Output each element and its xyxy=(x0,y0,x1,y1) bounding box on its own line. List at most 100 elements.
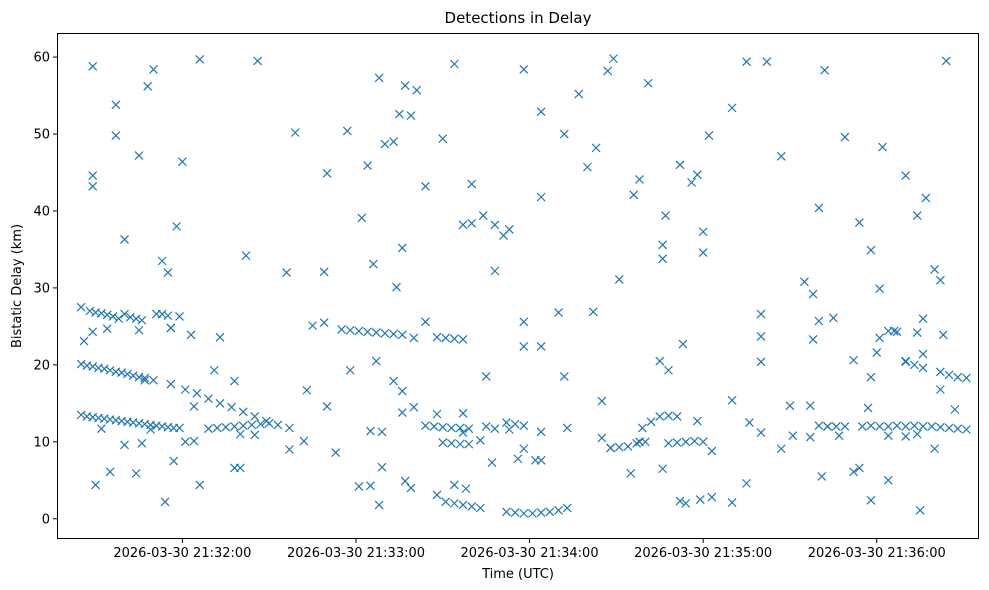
data-point xyxy=(169,456,179,466)
data-point xyxy=(478,211,488,221)
data-point xyxy=(519,317,529,327)
data-point xyxy=(664,438,673,448)
data-point xyxy=(438,438,448,448)
data-point xyxy=(918,314,928,324)
data-point xyxy=(131,468,141,478)
data-point xyxy=(912,211,922,221)
data-point xyxy=(88,181,98,191)
data-point xyxy=(238,407,248,417)
data-point xyxy=(230,376,239,386)
data-point xyxy=(950,405,960,414)
data-point xyxy=(195,480,205,490)
data-point xyxy=(120,440,129,450)
data-point xyxy=(227,402,237,412)
data-point xyxy=(678,339,688,349)
data-point xyxy=(490,220,500,230)
data-point xyxy=(449,498,459,508)
data-point xyxy=(635,175,644,184)
data-point xyxy=(646,417,656,427)
data-point xyxy=(368,259,378,269)
data-point xyxy=(238,421,248,431)
data-point xyxy=(467,179,477,189)
data-point xyxy=(597,396,607,406)
data-point xyxy=(143,81,153,91)
data-point xyxy=(727,498,737,508)
x-tick-label: 2026-03-30 21:34:00 xyxy=(461,546,599,561)
data-point xyxy=(299,436,309,446)
data-point xyxy=(554,308,563,317)
data-point xyxy=(105,365,115,375)
data-point xyxy=(519,64,529,74)
y-tick-label: 10 xyxy=(33,435,50,450)
data-point xyxy=(363,327,372,337)
data-point xyxy=(487,458,497,468)
data-point xyxy=(212,423,222,433)
data-point xyxy=(591,143,601,153)
data-point xyxy=(389,137,399,147)
data-point xyxy=(655,356,665,366)
data-point xyxy=(901,432,911,441)
data-point xyxy=(883,475,893,485)
data-point xyxy=(204,394,213,404)
data-point xyxy=(166,379,176,389)
data-point xyxy=(163,268,173,277)
data-point xyxy=(345,325,355,335)
data-point xyxy=(420,181,430,191)
data-point xyxy=(698,227,708,237)
data-point xyxy=(692,416,702,426)
data-point xyxy=(215,332,225,342)
data-point xyxy=(637,423,647,433)
data-point xyxy=(128,371,138,381)
data-point xyxy=(102,324,112,334)
data-point xyxy=(857,422,867,431)
data-point xyxy=(785,401,795,411)
data-point xyxy=(698,248,708,257)
data-point xyxy=(192,388,202,398)
data-point xyxy=(481,422,491,431)
data-point xyxy=(930,265,940,274)
data-point xyxy=(160,497,170,507)
data-point xyxy=(918,422,928,431)
data-point xyxy=(175,311,184,321)
data-point xyxy=(490,424,500,434)
data-point xyxy=(687,178,697,187)
data-point xyxy=(504,225,514,234)
y-axis-label: Bistatic Delay (km) xyxy=(10,224,25,348)
data-point xyxy=(140,375,150,385)
data-point xyxy=(394,109,404,119)
data-point xyxy=(96,308,106,318)
data-point xyxy=(921,193,931,203)
data-point xyxy=(420,317,430,327)
data-point xyxy=(909,421,919,431)
data-point xyxy=(788,431,798,441)
x-axis-label: Time (UTC) xyxy=(481,567,554,582)
data-point xyxy=(519,341,529,351)
data-point xyxy=(635,437,644,447)
data-point xyxy=(406,111,416,120)
data-point xyxy=(597,433,607,443)
data-point xyxy=(458,335,468,344)
data-point xyxy=(528,508,537,518)
data-point xyxy=(805,401,815,411)
data-point xyxy=(776,444,786,454)
data-point xyxy=(875,284,885,294)
data-point xyxy=(79,336,89,346)
data-point xyxy=(554,505,563,515)
data-point xyxy=(108,311,118,321)
data-point xyxy=(614,275,624,284)
data-point xyxy=(510,508,520,518)
data-point xyxy=(675,496,685,506)
data-point xyxy=(374,500,384,510)
data-point xyxy=(536,455,546,465)
data-point xyxy=(464,424,474,434)
data-point xyxy=(302,385,312,395)
data-point xyxy=(672,411,682,421)
data-point xyxy=(574,89,584,99)
data-point xyxy=(91,480,101,490)
data-point xyxy=(623,442,633,451)
chart-title: Detections in Delay xyxy=(445,9,592,27)
data-point xyxy=(157,256,167,266)
data-point xyxy=(658,240,668,250)
data-point xyxy=(88,61,98,71)
data-point xyxy=(849,467,859,477)
